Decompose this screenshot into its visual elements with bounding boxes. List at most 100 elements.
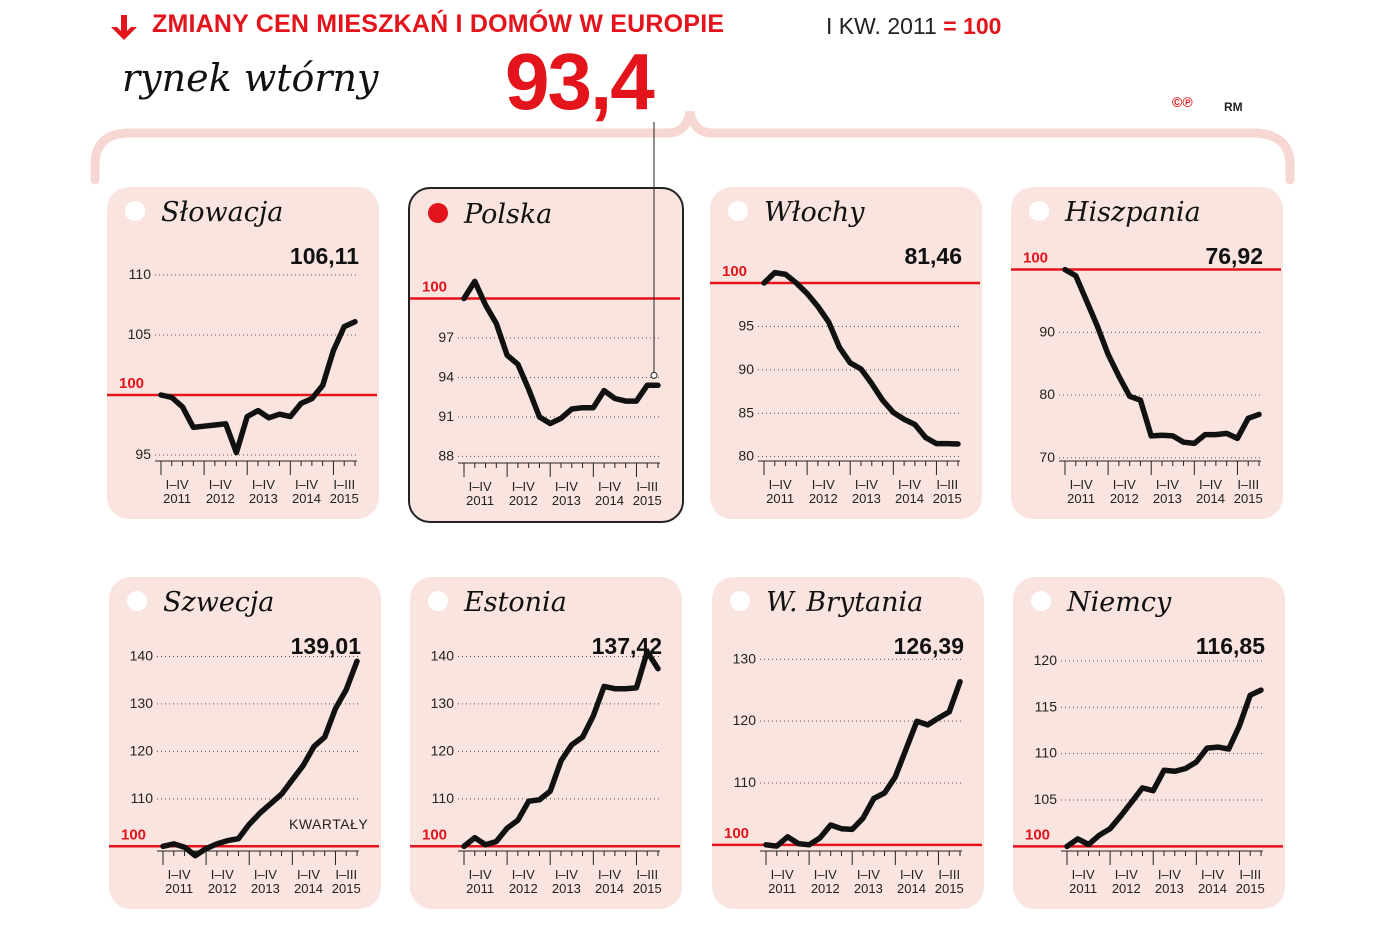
line-chart: 110120130140100I–IV2011I–IV2012I–IV2013I… — [410, 647, 680, 896]
x-tick-label-year: 2013 — [552, 881, 581, 896]
x-tick-label-year: 2014 — [1196, 491, 1225, 506]
x-tick-label-year: 2011 — [1067, 491, 1095, 506]
x-tick-label-quarters: I–IV — [769, 477, 792, 492]
x-tick-label-year: 2013 — [1153, 491, 1182, 506]
x-tick-label-year: 2015 — [1236, 881, 1265, 896]
x-tick-label-year: 2011 — [466, 493, 494, 508]
chart-title: Włochy — [764, 197, 865, 228]
chart-panel-szwecja: Szwecja 139,01 110 120 130 140 100 I–IV 2011 I–IV… — [109, 577, 381, 909]
quarters-label: KWARTAŁY — [289, 816, 369, 833]
baseline-label: 100 — [1023, 250, 1048, 267]
y-tick-label: 120 — [130, 742, 154, 758]
marker-icon — [127, 591, 147, 611]
x-tick-label-year: 2012 — [1110, 491, 1139, 506]
y-tick-label: 95 — [738, 317, 754, 333]
chart-panel-polska: Polska 88 91 94 97 100 I–IV 2011 I–IV 2012 I–IV 201… — [408, 187, 684, 523]
series-line — [761, 269, 961, 447]
x-tick-label-year: 2013 — [552, 493, 581, 508]
x-tick-label-year: 2013 — [251, 881, 280, 896]
x-tick-label-quarters: I–III — [636, 867, 658, 882]
marker-icon — [428, 591, 448, 611]
y-tick-label: 120 — [1034, 652, 1058, 668]
page-title: ZMIANY CEN MIESZKAŃ I DOMÓW W EUROPIE — [152, 10, 725, 38]
y-tick-label: 130 — [431, 695, 455, 711]
x-tick-label-quarters: I–IV — [812, 477, 835, 492]
end-value-label: 106,11 — [289, 243, 359, 269]
page-subtitle: rynek wtórny — [122, 56, 379, 100]
marker-icon — [1029, 201, 1049, 221]
x-tick-label-year: 2012 — [509, 493, 538, 508]
x-tick-label-quarters: I–IV — [598, 867, 621, 882]
x-tick-label-year: 2014 — [897, 881, 926, 896]
y-tick-label: 110 — [432, 790, 455, 806]
x-tick-label-year: 2013 — [1155, 881, 1184, 896]
header: ZMIANY CEN MIESZKAŃ I DOMÓW W EUROPIE I … — [0, 0, 1400, 180]
selected-marker-icon — [428, 203, 448, 223]
x-tick-label-quarters: I–IV — [168, 867, 191, 882]
series-line — [1062, 266, 1262, 447]
x-tick-label-quarters: I–IV — [512, 479, 535, 494]
y-tick-label: 80 — [1039, 386, 1055, 402]
brace-decoration — [90, 110, 1295, 185]
x-tick-label-year: 2012 — [1112, 881, 1141, 896]
x-tick-label-year: 2011 — [766, 491, 794, 506]
x-tick-label-year: 2011 — [165, 881, 193, 896]
line-chart: 110120130140100I–IV2011I–IV2012I–IV2013I… — [109, 647, 379, 896]
y-tick-label: 120 — [733, 712, 757, 728]
x-tick-label-quarters: I–IV — [900, 867, 923, 882]
copyright-icon: ©℗ — [1172, 94, 1193, 110]
x-tick-label-quarters: I–III — [936, 477, 958, 492]
x-tick-label-quarters: I–IV — [598, 479, 621, 494]
x-tick-label-quarters: I–IV — [771, 867, 794, 882]
x-tick-label-year: 2012 — [206, 491, 235, 506]
chart-panel-niemcy: Niemcy 116,85 105 110 115 120 100 I–IV 2011 I–IV 2… — [1013, 577, 1285, 909]
chart-panel-w-brytania: W. Brytania 126,39 110 120 130 100 I–IV 2011 I–I… — [712, 577, 984, 909]
y-tick-label: 95 — [135, 446, 151, 462]
y-tick-label: 140 — [130, 647, 154, 663]
line-chart: 88919497100I–IV2011I–IV2012I–IV2013I–IV2… — [410, 278, 680, 508]
y-tick-label: 80 — [738, 448, 754, 464]
author-initials: RM — [1224, 100, 1243, 114]
marker-icon — [730, 591, 750, 611]
x-tick-label-year: 2011 — [768, 881, 796, 896]
x-tick-label-year: 2015 — [633, 493, 662, 508]
x-tick-label-year: 2012 — [809, 491, 838, 506]
baseline-label: 100 — [1025, 826, 1050, 843]
y-tick-label: 94 — [438, 368, 454, 384]
line-chart: 110120130100I–IV2011I–IV2012I–IV2013I–IV… — [712, 650, 982, 896]
arrow-down-icon — [111, 15, 137, 40]
x-tick-label-year: 2013 — [854, 881, 883, 896]
y-tick-label: 130 — [130, 695, 154, 711]
y-tick-label: 110 — [129, 266, 152, 282]
marker-icon — [728, 201, 748, 221]
x-tick-label-quarters: I–IV — [209, 477, 232, 492]
baseline-label: 100 — [724, 825, 749, 842]
y-tick-label: 88 — [438, 447, 454, 463]
x-tick-label-quarters: I–IV — [166, 477, 189, 492]
y-tick-label: 90 — [1039, 323, 1055, 339]
x-tick-label-quarters: I–IV — [295, 477, 318, 492]
marker-icon — [1031, 591, 1051, 611]
x-tick-label-year: 2012 — [208, 881, 237, 896]
baseline-label: 100 — [422, 826, 447, 843]
x-tick-label-year: 2012 — [509, 881, 538, 896]
base-note-period: I KW. 2011 — [826, 13, 937, 39]
y-tick-label: 105 — [1034, 791, 1058, 807]
chart-title: Estonia — [464, 587, 567, 618]
end-value-label: 126,39 — [893, 633, 964, 659]
x-tick-label-year: 2015 — [330, 491, 359, 506]
series-line — [1064, 687, 1264, 850]
chart-title: Słowacja — [161, 197, 284, 228]
x-tick-label-quarters: I–IV — [898, 477, 921, 492]
x-tick-label-year: 2015 — [1234, 491, 1263, 506]
x-tick-label-year: 2014 — [294, 881, 323, 896]
end-value-label: 139,01 — [290, 633, 361, 659]
x-tick-label-year: 2014 — [595, 493, 624, 508]
x-tick-label-quarters: I–III — [335, 867, 357, 882]
x-tick-label-quarters: I–III — [636, 479, 658, 494]
line-chart: 708090100I–IV2011I–IV2012I–IV2013I–IV201… — [1011, 250, 1281, 506]
x-tick-label-quarters: I–IV — [1070, 477, 1093, 492]
y-tick-label: 140 — [431, 647, 455, 663]
series-line — [160, 658, 360, 859]
y-tick-label: 90 — [738, 361, 754, 377]
